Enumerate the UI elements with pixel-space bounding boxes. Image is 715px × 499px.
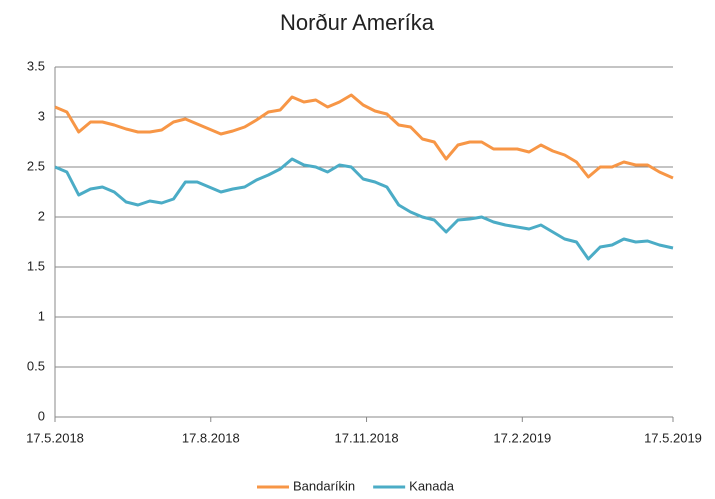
y-tick-label: 0 — [38, 408, 45, 423]
y-tick-label: 2.5 — [27, 158, 45, 173]
y-tick-label: 1.5 — [27, 258, 45, 273]
legend-label: Bandaríkin — [293, 478, 355, 493]
y-tick-label: 3.5 — [27, 58, 45, 73]
legend-label: Kanada — [409, 478, 455, 493]
x-tick-label: 17.5.2018 — [26, 430, 84, 445]
x-tick-label: 17.11.2018 — [334, 430, 398, 445]
y-tick-label: 0.5 — [27, 358, 45, 373]
x-tick-label: 17.5.2019 — [644, 430, 702, 445]
y-tick-label: 1 — [38, 308, 45, 323]
chart-title: Norður Ameríka — [280, 10, 435, 35]
x-tick-label: 17.8.2018 — [182, 430, 240, 445]
x-tick-label: 17.2.2019 — [493, 430, 551, 445]
y-tick-label: 3 — [38, 108, 45, 123]
series-line — [54, 157, 674, 261]
series-line — [54, 93, 674, 180]
y-tick-label: 2 — [38, 208, 45, 223]
